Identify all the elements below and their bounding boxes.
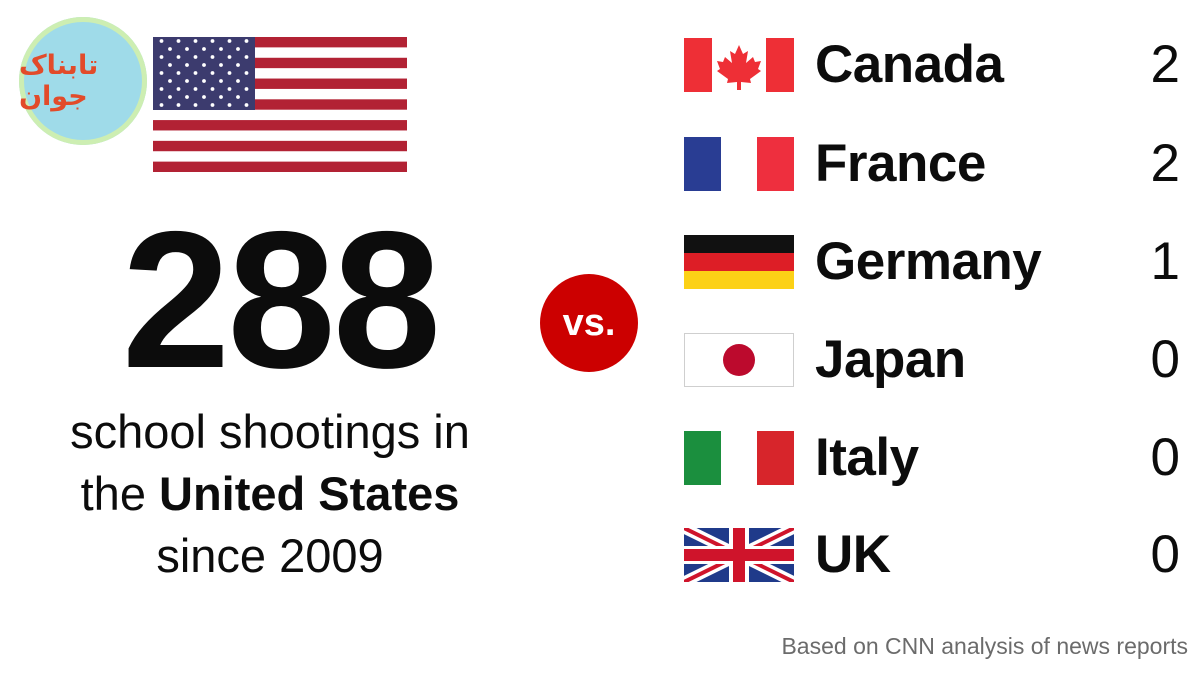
us-shootings-count: 288 [121, 191, 441, 409]
caption-line-1: school shootings in [70, 405, 470, 458]
country-count: 2 [1150, 134, 1180, 193]
country-count: 2 [1150, 35, 1180, 94]
country-count: 1 [1150, 232, 1180, 291]
france-flag-icon [684, 137, 794, 191]
country-row-france: France 2 [684, 134, 1194, 194]
country-name: France [815, 134, 986, 193]
caption-line-2-prefix: the [80, 467, 160, 520]
country-row-italy: Italy 0 [684, 428, 1194, 488]
canada-flag-icon [684, 38, 794, 92]
japan-flag-icon [684, 333, 794, 387]
country-count: 0 [1150, 428, 1180, 487]
country-name: Germany [815, 232, 1042, 291]
country-name: Canada [815, 35, 1004, 94]
caption-line-3: since 2009 [156, 529, 384, 582]
vs-badge: vs. [540, 274, 638, 372]
uk-flag-icon [684, 528, 794, 582]
country-count: 0 [1150, 525, 1180, 584]
us-flag-icon [153, 37, 407, 172]
headline-caption: school shootings in the United States si… [10, 401, 530, 587]
caption-country: United States [159, 467, 460, 520]
country-row-germany: Germany 1 [684, 232, 1194, 292]
country-name: Italy [815, 428, 919, 487]
country-name: Japan [815, 330, 966, 389]
source-note: Based on CNN analysis of news reports [781, 633, 1188, 659]
country-row-canada: Canada 2 [684, 35, 1194, 95]
watermark-logo: تابناک جوان [19, 17, 147, 145]
germany-flag-icon [684, 235, 794, 289]
italy-flag-icon [684, 431, 794, 485]
watermark-text: تابناک جوان [19, 50, 99, 112]
country-name: UK [815, 525, 891, 584]
country-count: 0 [1150, 330, 1180, 389]
country-row-japan: Japan 0 [684, 330, 1194, 390]
caption-line-2: the United States [10, 463, 530, 525]
country-row-uk: UK 0 [684, 525, 1194, 585]
